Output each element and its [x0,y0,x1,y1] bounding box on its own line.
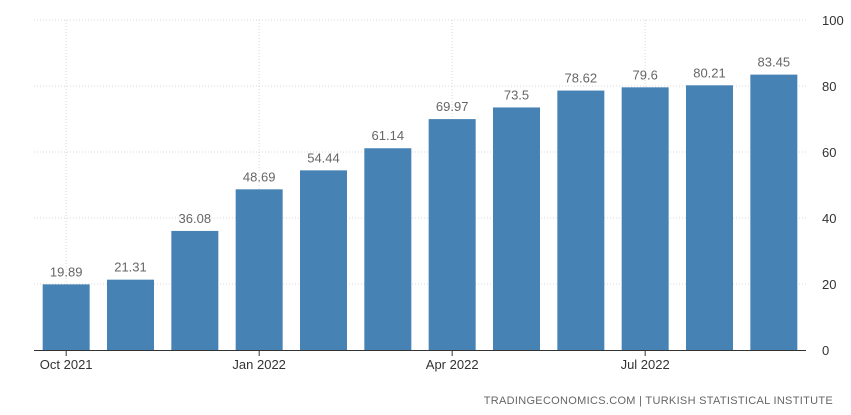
bar [364,148,412,350]
data-label: 21.31 [114,260,147,275]
y-tick-label: 40 [822,211,836,226]
y-tick-label: 20 [822,277,836,292]
bar [107,279,154,350]
x-tick-label: Jul 2022 [621,357,670,372]
y-tick-label: 60 [822,145,836,160]
bar [42,284,90,350]
bar [493,107,540,350]
x-tick-label: Jan 2022 [232,357,286,372]
data-label: 48.69 [243,169,276,184]
data-label: 79.6 [633,67,658,82]
bar [621,87,669,350]
data-label: 19.89 [50,264,83,279]
data-label: 83.45 [758,55,791,70]
bar [557,90,605,350]
data-label: 61.14 [372,128,405,143]
data-label: 54.44 [307,150,340,165]
y-tick-label: 0 [822,343,829,358]
data-label: 36.08 [179,211,212,226]
bar [300,170,347,350]
bar [171,230,219,350]
y-tick-label: 80 [822,79,836,94]
bar [686,85,733,350]
x-tick-label: Apr 2022 [426,357,479,372]
data-label: 80.21 [693,65,726,80]
data-label: 69.97 [436,99,469,114]
data-label: 73.5 [504,87,529,102]
bar [750,74,798,351]
source-footer: TRADINGECONOMICS.COM | TURKISH STATISTIC… [483,395,833,407]
data-label: 78.62 [565,71,598,86]
bar [428,119,476,350]
bar [235,189,283,350]
x-tick-label: Oct 2021 [40,357,93,372]
y-tick-label: 100 [822,13,844,28]
